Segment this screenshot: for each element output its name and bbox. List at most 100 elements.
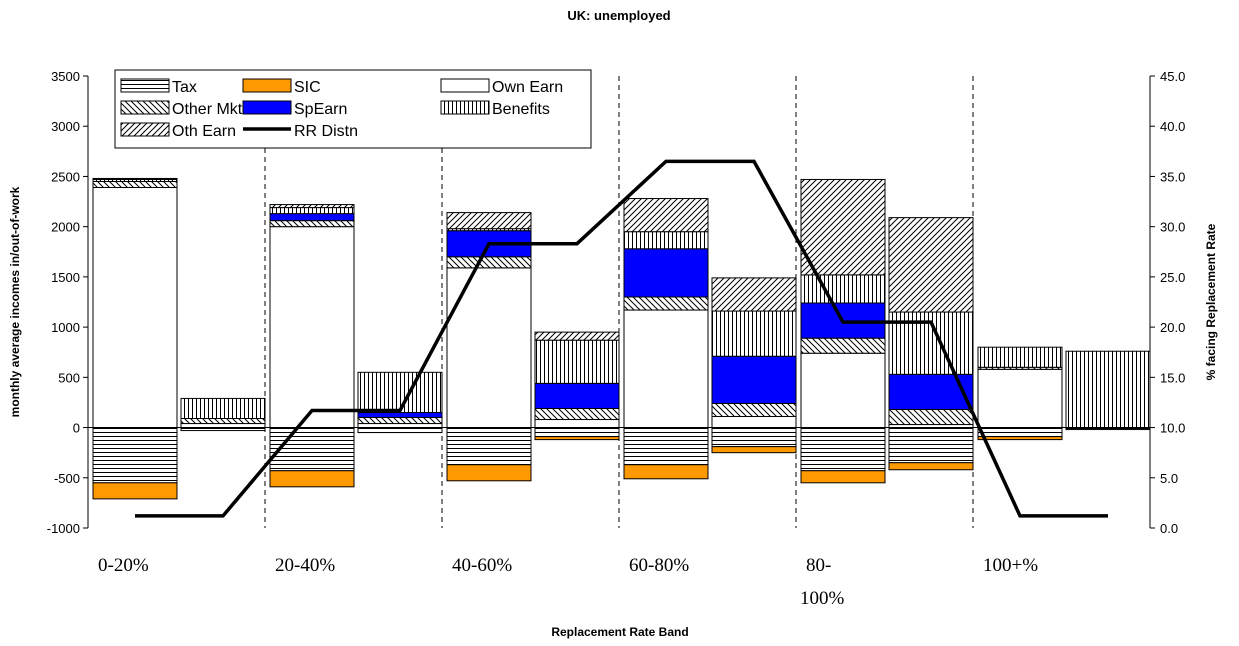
bar-tax-4: [447, 428, 531, 465]
bar-own-earn-1: [181, 424, 265, 428]
bar-own-earn-3: [358, 424, 442, 428]
y2-tick-label: 10.0: [1160, 421, 1185, 436]
bar-own-earn-10: [978, 369, 1062, 427]
bar-benefits-3: [358, 372, 442, 412]
y2-tick-label: 0.0: [1160, 521, 1178, 536]
bar-tax-5: [535, 428, 619, 437]
y-tick-label: 2000: [51, 220, 80, 235]
bar-sic-10: [978, 437, 1062, 440]
bar-other-mkt-7: [712, 403, 796, 416]
legend: Tax SIC Own Earn Other Mkt. SpEarn Benefits Ot…: [115, 70, 591, 148]
legend-label: Own Earn: [492, 79, 563, 96]
x-axis-title: Replacement Rate Band: [551, 625, 688, 639]
bar-own-earn-4: [447, 268, 531, 428]
y2-tick-label: 45.0: [1160, 69, 1185, 84]
bar-spearn-5: [535, 383, 619, 408]
bar-own-earn-6: [624, 310, 708, 428]
chart-title: UK: unemployed: [567, 8, 670, 23]
legend-swatch-spearn: [243, 101, 291, 114]
bar-benefits-2: [270, 208, 354, 214]
y2-axis-title: % facing Replacement Rate: [1204, 223, 1218, 380]
bar-other-mkt-8: [801, 338, 885, 353]
bar-other-mkt-0: [93, 181, 177, 187]
y-tick-label: 0: [73, 421, 80, 436]
bar-benefits-11: [1066, 351, 1150, 427]
legend-label: SIC: [294, 79, 321, 96]
bar-tax-0: [93, 428, 177, 483]
y-tick-label: 500: [58, 370, 80, 385]
x-category-label: 40-60%: [452, 555, 512, 576]
bar-other-mkt-3: [358, 418, 442, 424]
bar-spearn-2: [270, 214, 354, 221]
legend-swatch-other-mkt: [121, 101, 169, 114]
bar-own-earn-8: [801, 353, 885, 427]
bar-own-earn-7: [712, 417, 796, 428]
bar-oth-earn-4: [447, 213, 531, 229]
legend-label: Oth Earn: [172, 123, 236, 140]
y2-tick-label: 20.0: [1160, 320, 1185, 335]
bar-spearn-7: [712, 356, 796, 403]
y2-tick-label: 15.0: [1160, 370, 1185, 385]
legend-swatch-sic: [243, 79, 291, 92]
legend-label: Other Mkt.: [172, 101, 247, 118]
y-tick-label: 1500: [51, 270, 80, 285]
x-category-label: 0-20%: [98, 555, 149, 576]
bar-spearn-6: [624, 249, 708, 297]
y-tick-label: 3500: [51, 69, 80, 84]
bar-oth-earn-2: [270, 205, 354, 208]
bar-sic-4: [447, 465, 531, 481]
x-category-label: 100%: [800, 588, 845, 609]
bar-other-mkt-5: [535, 408, 619, 419]
bar-oth-earn-8: [801, 179, 885, 274]
bar-oth-earn-7: [712, 278, 796, 311]
bar-tax-6: [624, 428, 708, 465]
x-category-label: 20-40%: [275, 555, 335, 576]
legend-label: Benefits: [492, 101, 550, 118]
bar-tax-2: [270, 428, 354, 471]
bar-oth-earn-9: [889, 218, 973, 312]
y-tick-label: 2500: [51, 169, 80, 184]
bar-oth-earn-5: [535, 332, 619, 340]
bar-other-mkt-6: [624, 297, 708, 310]
legend-swatch-oth-earn: [121, 123, 169, 136]
legend-swatch-own-earn: [441, 79, 489, 92]
y-tick-label: -500: [54, 471, 80, 486]
legend-label: SpEarn: [294, 101, 347, 118]
bar-benefits-5: [535, 340, 619, 383]
bar-other-mkt-4: [447, 257, 531, 268]
y2-tick-label: 25.0: [1160, 270, 1185, 285]
bar-tax-3: [358, 428, 442, 433]
y-tick-label: -1000: [47, 521, 80, 536]
bar-sic-8: [801, 471, 885, 483]
bar-benefits-7: [712, 311, 796, 356]
legend-label: Tax: [172, 79, 197, 96]
y-tick-label: 1000: [51, 320, 80, 335]
bar-tax-8: [801, 428, 885, 471]
y2-tick-label: 5.0: [1160, 471, 1178, 486]
y2-tick-label: 35.0: [1160, 169, 1185, 184]
y-axis-title: monthly average incomes in/out-of-work: [8, 186, 22, 417]
x-category-label: 60-80%: [629, 555, 689, 576]
x-category-label: 100+%: [983, 555, 1038, 576]
legend-swatch-tax: [121, 79, 169, 92]
bar-benefits-10: [978, 347, 1062, 367]
bar-tax-7: [712, 428, 796, 447]
bar-benefits-8: [801, 275, 885, 303]
bar-own-earn-0: [93, 187, 177, 427]
bar-other-mkt-9: [889, 409, 973, 424]
bar-sic-6: [624, 465, 708, 479]
bar-other-mkt-1: [181, 419, 265, 424]
legend-label: RR Distn: [294, 123, 358, 140]
bar-sic-7: [712, 447, 796, 453]
bar-benefits-1: [181, 398, 265, 418]
y2-tick-label: 30.0: [1160, 220, 1185, 235]
x-category-label: 80-: [806, 555, 831, 576]
bar-sic-5: [535, 437, 619, 440]
bar-sic-9: [889, 463, 973, 470]
y-tick-label: 3000: [51, 119, 80, 134]
bar-spearn-9: [889, 374, 973, 409]
bar-oth-earn-0: [93, 178, 177, 179]
bar-benefits-6: [624, 232, 708, 249]
bar-spearn-3: [358, 412, 442, 417]
